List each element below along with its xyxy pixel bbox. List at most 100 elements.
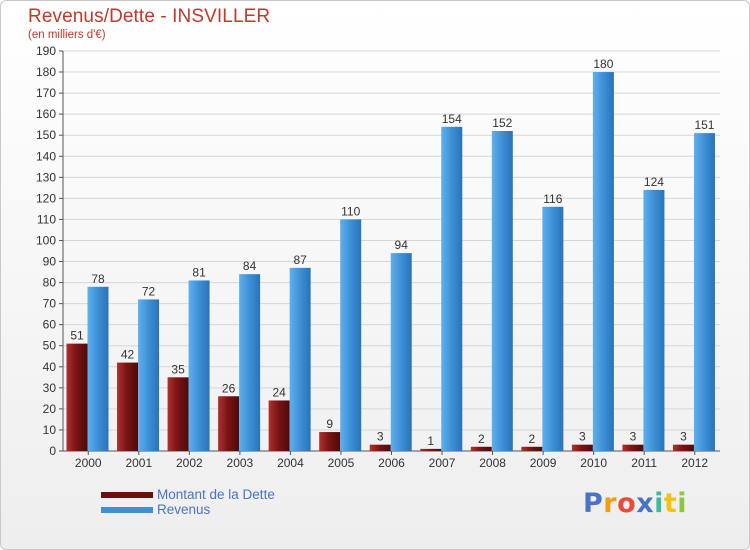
logo-letter: o: [617, 488, 637, 519]
bar-dette-2006: [369, 444, 391, 451]
data-label-revenus-2012: 151: [694, 118, 714, 132]
bar-revenus-2003: [239, 274, 261, 451]
bar-revenus-2002: [188, 280, 210, 451]
bar-revenus-2007: [441, 126, 463, 451]
y-tick-label: 190: [36, 44, 56, 58]
bar-revenus-2001: [138, 299, 160, 451]
legend-label-dette: Montant de la Dette: [157, 487, 275, 502]
data-label-revenus-2010: 180: [593, 57, 613, 71]
y-tick-label: 40: [43, 360, 57, 374]
data-label-dette-2001: 42: [121, 348, 135, 362]
proxiti-logo: Proxiti: [583, 488, 687, 519]
bar-dette-2012: [672, 444, 694, 451]
legend-label-revenus: Revenus: [157, 502, 211, 517]
logo-letter: i: [677, 488, 688, 519]
x-tick-label: 2012: [681, 456, 708, 470]
y-tick-label: 20: [43, 402, 57, 416]
data-label-revenus-2007: 154: [442, 112, 462, 126]
legend-item-revenus: Revenus: [101, 502, 275, 517]
data-label-revenus-2011: 124: [644, 175, 664, 189]
x-tick-label: 2003: [227, 456, 254, 470]
bar-revenus-2011: [643, 189, 665, 451]
y-tick-label: 150: [36, 128, 56, 142]
y-tick-label: 110: [37, 212, 56, 226]
y-tick-label: 10: [43, 423, 57, 437]
data-label-revenus-2002: 81: [192, 265, 206, 279]
y-tick-label: 60: [43, 318, 57, 332]
y-tick-label: 80: [43, 276, 57, 290]
x-tick-label: 2008: [479, 456, 506, 470]
x-tick-label: 2009: [530, 456, 557, 470]
chart-title: Revenus/Dette - INSVILLER: [28, 6, 271, 27]
data-label-dette-2010: 3: [579, 430, 586, 444]
data-label-revenus-2000: 78: [91, 272, 105, 286]
logo-letter: t: [663, 488, 678, 519]
bar-revenus-2000: [87, 286, 109, 451]
y-tick-label: 120: [36, 191, 56, 205]
bar-dette-2001: [117, 362, 139, 451]
y-tick-label: 140: [36, 149, 56, 163]
logo-letter: i: [654, 488, 664, 519]
data-label-dette-2000: 51: [70, 329, 84, 343]
data-label-revenus-2004: 87: [293, 253, 307, 267]
logo-letter: P: [583, 488, 604, 519]
y-tick-label: 50: [43, 339, 57, 353]
x-tick-label: 2006: [378, 456, 405, 470]
bar-dette-2004: [268, 400, 290, 451]
bar-dette-2007: [420, 448, 442, 451]
data-label-revenus-2003: 84: [243, 259, 257, 273]
x-tick-label: 2001: [125, 456, 152, 470]
y-tick-label: 130: [36, 170, 56, 184]
data-label-dette-2009: 2: [529, 432, 536, 446]
bar-revenus-2008: [491, 131, 513, 451]
legend-swatch-dette: [101, 491, 153, 498]
bar-dette-2008: [470, 446, 492, 451]
data-label-revenus-2005: 110: [341, 204, 360, 218]
x-tick-label: 2010: [580, 456, 607, 470]
x-tick-label: 2005: [328, 456, 355, 470]
y-tick-label: 30: [43, 381, 57, 395]
logo-letter: x: [636, 488, 655, 519]
data-label-dette-2011: 3: [630, 430, 637, 444]
bar-dette-2003: [218, 396, 240, 451]
x-tick-label: 2004: [277, 456, 304, 470]
bar-revenus-2009: [542, 206, 564, 451]
y-tick-label: 70: [43, 297, 57, 311]
bar-revenus-2005: [340, 219, 362, 451]
data-label-dette-2012: 3: [680, 430, 687, 444]
x-tick-label: 2002: [176, 456, 203, 470]
bar-revenus-2012: [693, 133, 715, 451]
bar-dette-2005: [319, 432, 341, 451]
data-label-dette-2008: 2: [478, 432, 485, 446]
legend-item-dette: Montant de la Dette: [101, 487, 275, 502]
data-label-dette-2006: 3: [377, 430, 384, 444]
bar-dette-2002: [167, 377, 189, 451]
bar-revenus-2006: [390, 253, 412, 451]
x-tick-label: 2000: [75, 456, 102, 470]
bar-revenus-2010: [592, 72, 614, 451]
y-tick-label: 180: [36, 65, 56, 79]
data-label-dette-2004: 24: [272, 385, 286, 399]
y-tick-label: 90: [43, 255, 57, 269]
y-tick-label: 100: [36, 233, 56, 247]
y-tick-label: 0: [49, 444, 56, 458]
bar-dette-2000: [66, 343, 88, 451]
x-tick-label: 2007: [429, 456, 456, 470]
data-label-dette-2005: 9: [326, 417, 333, 431]
x-tick-label: 2011: [631, 456, 657, 470]
legend-swatch-revenus: [101, 506, 153, 513]
chart-subtitle: (en milliers d'€): [28, 29, 106, 41]
bar-dette-2011: [622, 444, 644, 451]
y-tick-label: 160: [36, 107, 56, 121]
logo-letter: r: [603, 488, 618, 519]
data-label-revenus-2001: 72: [142, 284, 156, 298]
y-tick-label: 170: [36, 86, 56, 100]
data-label-dette-2002: 35: [171, 362, 185, 376]
bar-revenus-2004: [289, 267, 311, 451]
chart-legend: Montant de la Dette Revenus: [101, 487, 275, 517]
data-label-revenus-2009: 116: [543, 192, 562, 206]
data-label-revenus-2008: 152: [492, 116, 512, 130]
bar-dette-2010: [571, 444, 593, 451]
